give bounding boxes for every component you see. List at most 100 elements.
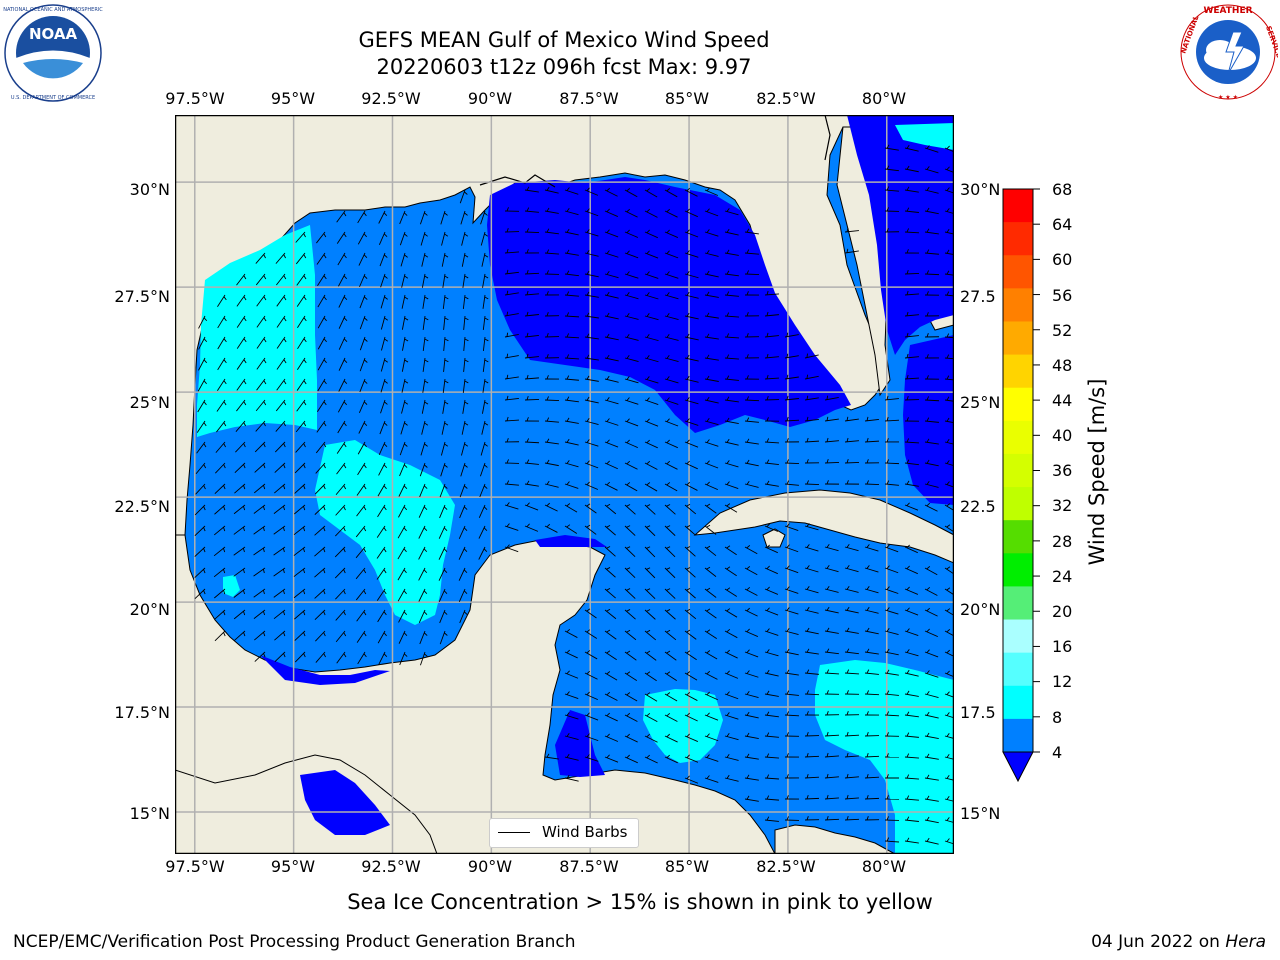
wind-barb — [624, 292, 639, 300]
wind-barb — [844, 606, 859, 614]
colorbar-swatch — [1003, 685, 1033, 720]
wind-barb — [724, 249, 739, 256]
wind-barb — [255, 273, 267, 286]
wind-barb — [336, 210, 347, 223]
wind-barb — [316, 231, 327, 244]
wind-barb — [504, 311, 519, 317]
wind-barb — [704, 733, 719, 742]
wind-barb — [276, 273, 287, 286]
wind-barb — [213, 567, 226, 578]
wind-barb — [296, 399, 307, 412]
wind-barb — [438, 525, 448, 539]
wind-barb — [317, 357, 327, 371]
wind-barb — [254, 630, 266, 641]
wind-barb — [944, 417, 954, 424]
map-frame — [174, 114, 955, 855]
wind-barb — [924, 628, 939, 638]
wind-barb — [338, 273, 348, 287]
wind-barb — [784, 690, 799, 696]
colorbar-swatch — [1003, 255, 1033, 289]
wind-barb — [358, 420, 368, 434]
wind-barb — [824, 752, 839, 758]
wind-barb — [356, 630, 367, 643]
wind-barb — [644, 250, 659, 259]
wind-barb — [317, 294, 327, 308]
wind-barb — [724, 481, 739, 490]
wind-barb — [380, 399, 388, 414]
wind-barb — [724, 438, 739, 446]
wind-barb — [584, 187, 599, 196]
wind-barb — [664, 650, 677, 661]
wind-barb — [664, 312, 679, 320]
wind-barb — [764, 774, 779, 780]
breezy-bahamas — [895, 123, 954, 150]
wind-barb — [295, 441, 306, 453]
wind-barb — [724, 566, 737, 577]
wind-barb — [924, 753, 939, 760]
wind-barb — [944, 566, 954, 575]
colorbar-ticks — [1033, 188, 1040, 753]
wind-barb — [379, 420, 388, 435]
wind-barb — [824, 648, 839, 655]
wind-barb — [904, 459, 919, 466]
wind-barb — [334, 546, 346, 558]
wind-barb — [944, 503, 954, 512]
wind-barb — [604, 312, 619, 320]
wind-barb — [884, 565, 899, 574]
wind-barb — [359, 336, 368, 351]
colorbar-tick-label: 32 — [1052, 496, 1073, 515]
wind-barb — [804, 816, 820, 821]
wind-barb — [274, 462, 286, 473]
breezy-caribbean-east — [815, 660, 954, 854]
wind-barb — [197, 378, 207, 392]
wind-barb — [357, 651, 367, 665]
wind-barb — [664, 504, 676, 515]
wind-barb — [664, 439, 678, 449]
wind-barb — [564, 438, 579, 446]
wind-barb — [624, 754, 638, 764]
wind-barb — [704, 629, 717, 640]
wind-barb — [644, 650, 657, 661]
wind-barb — [398, 504, 408, 518]
wind-barb — [724, 417, 739, 424]
wind-barb — [924, 312, 940, 317]
wind-barb — [924, 375, 940, 380]
wind-barb — [458, 567, 468, 581]
wind-barb — [399, 651, 408, 666]
wind-barb — [624, 588, 636, 599]
wind-barb — [864, 459, 880, 464]
breezy-regions — [197, 123, 954, 854]
wind-barb — [357, 231, 367, 245]
wind-barb — [482, 315, 489, 330]
colorbar-title: Wind Speed [m/s] — [1085, 378, 1109, 566]
wind-barb — [233, 504, 246, 515]
wind-barb — [297, 336, 307, 350]
wind-barb — [884, 837, 899, 843]
wind-barb — [684, 481, 698, 491]
wind-barb — [544, 291, 560, 296]
wind-barb — [924, 816, 939, 824]
lon-label: 95°W — [270, 857, 316, 876]
wind-barb — [293, 567, 306, 577]
colorbar-tick-label: 56 — [1052, 286, 1073, 305]
calm-caribbean-west — [555, 710, 605, 777]
wind-barb — [944, 733, 954, 739]
wind-barb — [584, 481, 599, 490]
lon-label: 90°W — [467, 89, 513, 108]
wind-barb — [564, 208, 579, 216]
wind-speed-map — [174, 114, 955, 855]
wind-barb — [844, 711, 860, 716]
wind-barb — [463, 315, 469, 330]
wind-barb — [214, 630, 226, 642]
wind-barb — [524, 290, 539, 296]
wind-barb — [844, 690, 860, 695]
wind-barb — [380, 315, 388, 330]
wind-barb — [253, 588, 266, 598]
wind-barb — [504, 228, 520, 233]
wind-barb — [584, 608, 597, 619]
wind-barb — [604, 587, 616, 599]
colorbar-swatch — [1003, 453, 1033, 488]
wind-barb — [482, 378, 489, 393]
wind-barb — [944, 774, 954, 781]
wind-barb — [724, 460, 739, 468]
